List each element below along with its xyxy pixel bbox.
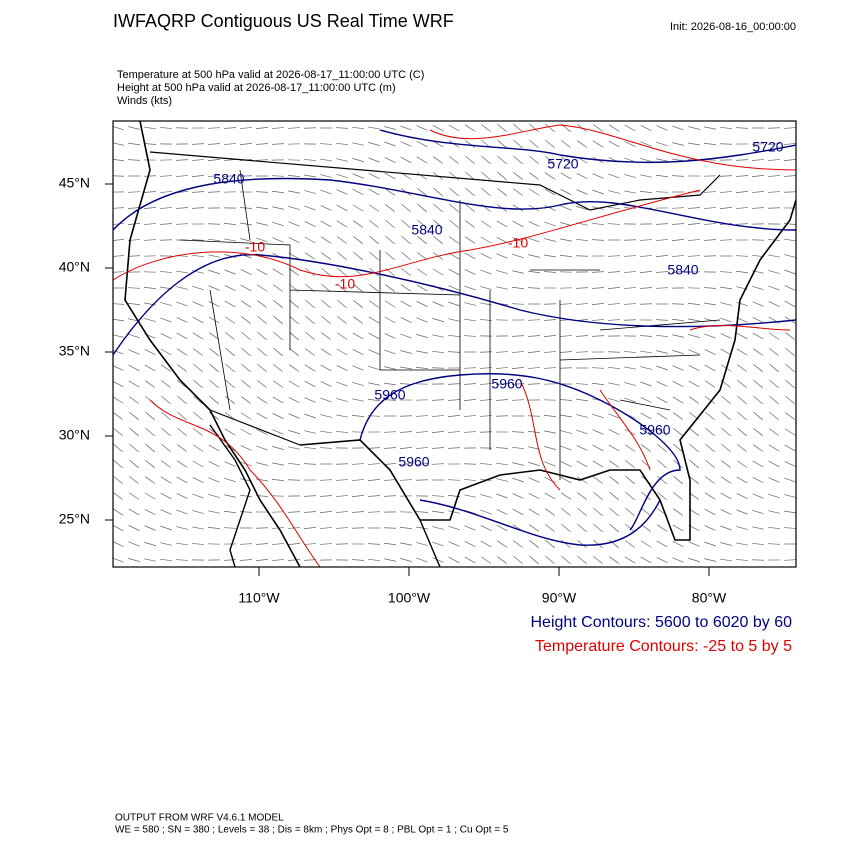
lat-label: 40°N (59, 259, 90, 275)
lon-label: 80°W (692, 590, 727, 606)
height-label: 5720 (752, 139, 783, 155)
footer-line: OUTPUT FROM WRF V4.6.1 MODEL (115, 813, 284, 824)
field-label: Temperature at 500 hPa valid at 2026-08-… (117, 69, 424, 81)
height-label: 5840 (213, 171, 244, 187)
lon-label: 110°W (238, 590, 280, 606)
field-label: Height at 500 hPa valid at 2026-08-17_11… (117, 82, 396, 94)
height-legend: Height Contours: 5600 to 6020 by 60 (530, 614, 792, 631)
title: IWFAQRP Contiguous US Real Time WRF (113, 11, 454, 31)
footer-line: WE = 580 ; SN = 380 ; Levels = 38 ; Dis … (115, 825, 509, 836)
temperature-label: -10 (245, 239, 265, 255)
field-label: Winds (kts) (117, 95, 172, 107)
temperature-label: -10 (508, 235, 528, 251)
lon-label: 90°W (542, 590, 577, 606)
temperature-label: -10 (335, 276, 355, 292)
lon-label: 100°W (388, 590, 431, 606)
height-label: 5960 (491, 376, 522, 392)
height-label: 5720 (547, 156, 578, 172)
init-time: Init: 2026-08-16_00:00:00 (670, 21, 796, 33)
lat-label: 25°N (59, 511, 90, 527)
height-label: 5840 (411, 222, 442, 238)
temperature-legend: Temperature Contours: -25 to 5 by 5 (535, 638, 792, 655)
height-label: 5960 (398, 454, 429, 470)
lat-label: 30°N (59, 427, 90, 443)
height-label: 5960 (374, 387, 405, 403)
lat-label: 45°N (59, 175, 90, 191)
height-label: 5960 (639, 422, 670, 438)
height-label: 5840 (667, 262, 698, 278)
lat-label: 35°N (59, 343, 90, 359)
